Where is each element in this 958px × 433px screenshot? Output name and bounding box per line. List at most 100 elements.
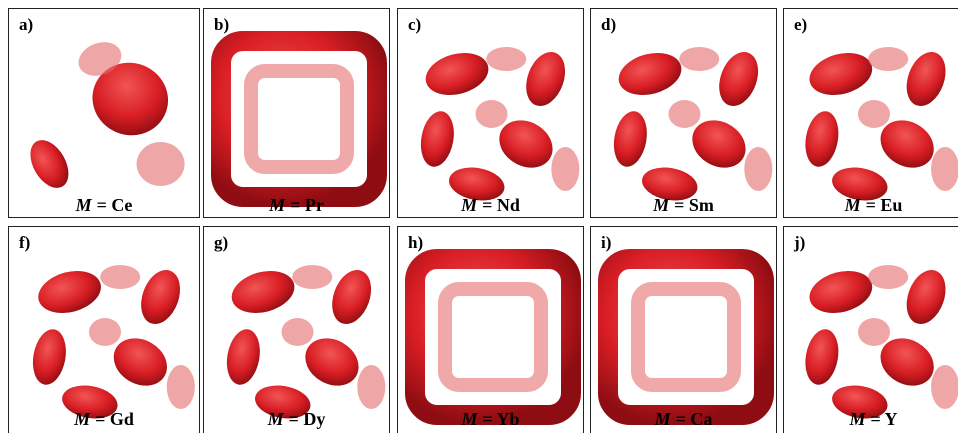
blob: [23, 133, 77, 194]
blob: [610, 109, 651, 170]
caption-symbol: M: [845, 195, 861, 215]
blob: [519, 47, 572, 112]
panel-label: g): [214, 233, 228, 253]
blob: [134, 265, 187, 330]
caption-symbol: M: [74, 409, 90, 429]
panel-caption: M= Ca: [591, 409, 776, 430]
blob: [858, 100, 890, 128]
blob: [445, 289, 541, 385]
caption-symbol: M: [655, 409, 671, 429]
isosurface: [204, 227, 390, 433]
blob: [868, 265, 908, 289]
blob: [476, 100, 508, 128]
panel: f) M= Gd: [8, 226, 200, 433]
caption-symbol: M: [76, 195, 92, 215]
blob: [712, 47, 765, 112]
panel-label: a): [19, 15, 33, 35]
blob: [931, 147, 958, 191]
caption-element: = Ce: [97, 195, 133, 215]
panel: e) M= Eu: [783, 8, 958, 218]
panel: j) M= Y: [783, 226, 958, 433]
blob: [679, 47, 719, 71]
figure: a)M= Ceb)M= Prc)M= Ndd)M= Sme)M= Euf)M= …: [0, 0, 958, 433]
blob: [167, 365, 195, 409]
blob: [801, 327, 842, 388]
caption-element: = Eu: [866, 195, 903, 215]
blob: [251, 71, 347, 167]
caption-element: = Ca: [676, 409, 713, 429]
panel-label: d): [601, 15, 616, 35]
isosurface: [591, 9, 777, 218]
blob: [669, 100, 701, 128]
caption-element: = Gd: [95, 409, 134, 429]
panel-caption: M= Yb: [398, 409, 583, 430]
caption-element: = Dy: [289, 409, 326, 429]
panel: d) M= Sm: [590, 8, 777, 218]
caption-element: = Y: [870, 409, 897, 429]
blob: [931, 365, 958, 409]
panel-label: h): [408, 233, 423, 253]
panel: i) M= Ca: [590, 226, 777, 433]
panel-label: b): [214, 15, 229, 35]
panel: b) M= Pr: [203, 8, 390, 218]
panel-label: f): [19, 233, 30, 253]
isosurface: [9, 227, 200, 433]
panel: g) M= Dy: [203, 226, 390, 433]
isosurface: [784, 227, 958, 433]
panel-caption: M= Gd: [9, 409, 199, 430]
blob: [744, 147, 772, 191]
caption-element: = Sm: [674, 195, 714, 215]
blob: [805, 46, 877, 101]
caption-symbol: M: [653, 195, 669, 215]
blob: [227, 264, 299, 319]
panel-label: e): [794, 15, 807, 35]
panel-label: j): [794, 233, 805, 253]
caption-symbol: M: [461, 195, 477, 215]
caption-element: = Nd: [482, 195, 520, 215]
blob: [29, 327, 70, 388]
blob: [486, 47, 526, 71]
blob: [137, 142, 185, 186]
caption-element: = Yb: [482, 409, 519, 429]
blob: [282, 318, 314, 346]
caption-symbol: M: [849, 409, 865, 429]
isosurface: [398, 9, 584, 218]
panel-caption: M= Dy: [204, 409, 389, 430]
panel-caption: M= Eu: [784, 195, 958, 216]
panel-label: c): [408, 15, 421, 35]
isosurface: [9, 9, 200, 218]
blob: [89, 318, 121, 346]
blob: [325, 265, 378, 330]
blob: [801, 109, 842, 170]
blob: [292, 265, 332, 289]
blob: [223, 327, 264, 388]
blob: [614, 46, 686, 101]
blob: [417, 109, 458, 170]
blob: [357, 365, 385, 409]
caption-symbol: M: [269, 195, 285, 215]
panel-caption: M= Ce: [9, 195, 199, 216]
blob: [858, 318, 890, 346]
blob: [638, 289, 734, 385]
isosurface: [784, 9, 958, 218]
caption-symbol: M: [461, 409, 477, 429]
blob: [868, 47, 908, 71]
panel: c) M= Nd: [397, 8, 584, 218]
panel: a) M= Ce: [8, 8, 200, 218]
blob: [551, 147, 579, 191]
caption-element: = Pr: [290, 195, 324, 215]
blob: [421, 46, 493, 101]
panel-caption: M= Sm: [591, 195, 776, 216]
panel-caption: M= Y: [784, 409, 958, 430]
isosurface: [398, 227, 584, 433]
blob: [100, 265, 140, 289]
blob: [34, 264, 106, 319]
isosurface: [591, 227, 777, 433]
panel-label: i): [601, 233, 611, 253]
panel: h) M= Yb: [397, 226, 584, 433]
caption-symbol: M: [268, 409, 284, 429]
panel-caption: M= Pr: [204, 195, 389, 216]
blob: [805, 264, 877, 319]
panel-caption: M= Nd: [398, 195, 583, 216]
isosurface: [204, 9, 390, 218]
